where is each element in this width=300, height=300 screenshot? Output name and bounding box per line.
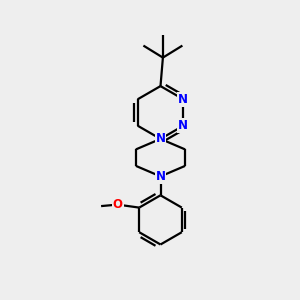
Text: N: N — [155, 132, 166, 146]
Text: N: N — [178, 93, 188, 106]
Text: O: O — [112, 198, 123, 211]
Text: N: N — [178, 119, 188, 132]
Text: N: N — [155, 170, 166, 183]
